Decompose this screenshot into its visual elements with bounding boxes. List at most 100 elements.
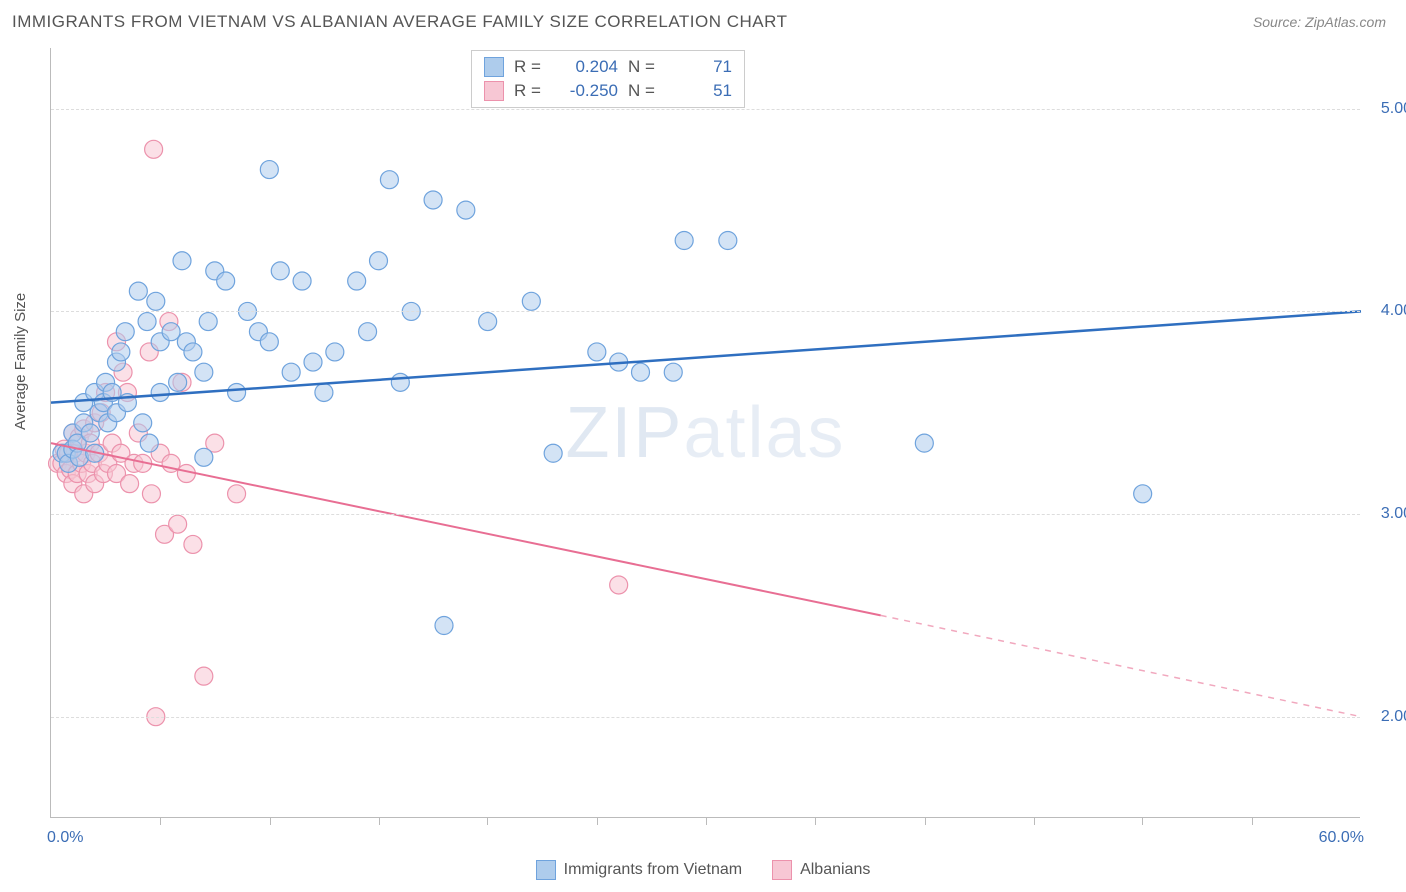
data-point (544, 444, 562, 462)
data-point (151, 383, 169, 401)
data-point (173, 252, 191, 270)
trend-line-series1 (51, 311, 1361, 402)
data-point (129, 282, 147, 300)
y-tick-label: 3.00 (1381, 505, 1406, 523)
series-legend: Immigrants from Vietnam Albanians (0, 860, 1406, 880)
n-value: 71 (668, 57, 732, 77)
x-tick (925, 817, 926, 825)
gridline (51, 311, 1360, 312)
data-point (195, 448, 213, 466)
x-axis-min-label: 0.0% (47, 829, 83, 847)
x-tick (1034, 817, 1035, 825)
n-label: N = (628, 57, 658, 77)
data-point (147, 292, 165, 310)
data-point (348, 272, 366, 290)
data-point (271, 262, 289, 280)
x-tick (379, 817, 380, 825)
data-point (359, 323, 377, 341)
legend-item: Immigrants from Vietnam (536, 860, 742, 880)
x-tick (1252, 817, 1253, 825)
data-point (1134, 485, 1152, 503)
data-point (315, 383, 333, 401)
data-point (664, 363, 682, 381)
legend-swatch (484, 57, 504, 77)
chart-title: IMMIGRANTS FROM VIETNAM VS ALBANIAN AVER… (12, 12, 788, 32)
r-value: 0.204 (554, 57, 618, 77)
legend-swatch (536, 860, 556, 880)
scatter-svg (51, 48, 1360, 817)
data-point (380, 171, 398, 189)
data-point (169, 515, 187, 533)
data-point (195, 667, 213, 685)
data-point (260, 333, 278, 351)
data-point (632, 363, 650, 381)
x-tick (270, 817, 271, 825)
data-point (522, 292, 540, 310)
stats-legend-row: R = -0.250 N = 51 (484, 79, 732, 103)
source-label: Source: ZipAtlas.com (1253, 14, 1386, 30)
r-label: R = (514, 81, 544, 101)
x-tick (487, 817, 488, 825)
data-point (217, 272, 235, 290)
data-point (162, 323, 180, 341)
legend-swatch (772, 860, 792, 880)
data-point (134, 414, 152, 432)
r-label: R = (514, 57, 544, 77)
data-point (228, 383, 246, 401)
data-point (138, 313, 156, 331)
data-point (915, 434, 933, 452)
x-tick (597, 817, 598, 825)
data-point (304, 353, 322, 371)
data-point (479, 313, 497, 331)
gridline (51, 514, 1360, 515)
data-point (588, 343, 606, 361)
legend-item: Albanians (772, 860, 870, 880)
data-point (260, 161, 278, 179)
x-tick (706, 817, 707, 825)
data-point (121, 475, 139, 493)
stats-legend: R = 0.204 N = 71 R = -0.250 N = 51 (471, 50, 745, 108)
data-point (424, 191, 442, 209)
gridline (51, 717, 1360, 718)
data-point (145, 140, 163, 158)
n-label: N = (628, 81, 658, 101)
y-tick-label: 4.00 (1381, 302, 1406, 320)
data-point (457, 201, 475, 219)
y-tick-label: 2.00 (1381, 708, 1406, 726)
chart-plot-area: ZIPatlas R =0.204N =71R =-0.250N =51 0.0… (50, 48, 1360, 818)
r-value: -0.250 (554, 81, 618, 101)
data-point (391, 373, 409, 391)
data-point (169, 373, 187, 391)
data-point (228, 485, 246, 503)
data-point (184, 343, 202, 361)
trend-line-series2-dashed (881, 615, 1361, 716)
x-tick (1142, 817, 1143, 825)
data-point (142, 485, 160, 503)
legend-label: Immigrants from Vietnam (564, 861, 742, 879)
y-axis-label: Average Family Size (12, 293, 29, 430)
data-point (81, 424, 99, 442)
data-point (112, 343, 130, 361)
data-point (195, 363, 213, 381)
data-point (326, 343, 344, 361)
x-tick (815, 817, 816, 825)
data-point (282, 363, 300, 381)
data-point (719, 232, 737, 250)
stats-legend-row: R = 0.204 N = 71 (484, 55, 732, 79)
legend-label: Albanians (800, 861, 870, 879)
data-point (435, 617, 453, 635)
gridline (51, 109, 1360, 110)
x-axis-max-label: 60.0% (1319, 829, 1364, 847)
data-point (293, 272, 311, 290)
data-point (184, 535, 202, 553)
data-point (140, 434, 158, 452)
data-point (199, 313, 217, 331)
data-point (610, 576, 628, 594)
data-point (116, 323, 134, 341)
n-value: 51 (668, 81, 732, 101)
legend-swatch (484, 81, 504, 101)
data-point (370, 252, 388, 270)
x-tick (160, 817, 161, 825)
data-point (675, 232, 693, 250)
y-tick-label: 5.00 (1381, 100, 1406, 118)
